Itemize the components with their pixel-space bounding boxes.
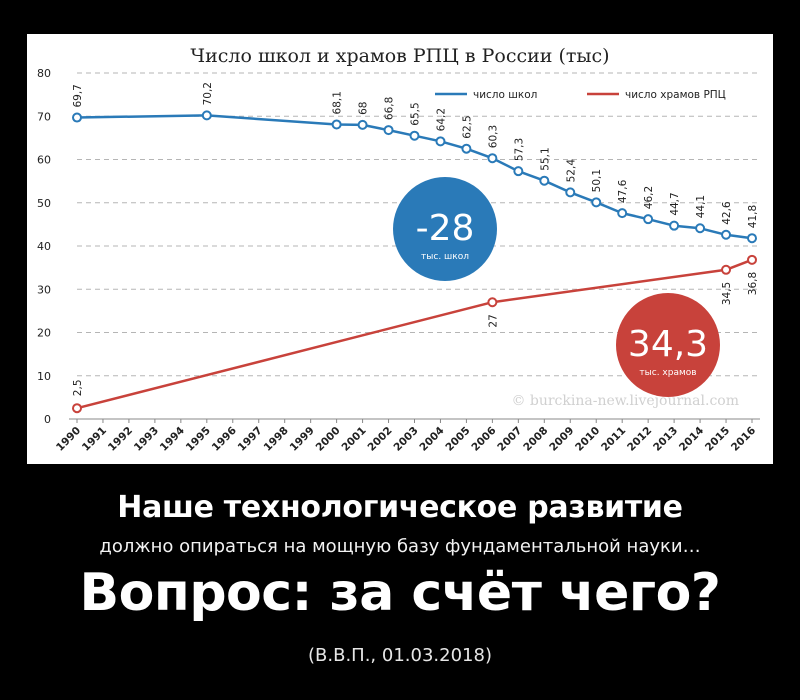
data-point <box>487 153 498 164</box>
data-label: 57,3 <box>513 138 525 161</box>
x-tick-label: 1996 <box>210 425 239 454</box>
data-label: 68,1 <box>332 91 344 114</box>
x-tick-label: 1991 <box>80 425 109 454</box>
caption-question: Вопрос: за счёт чего? <box>79 563 721 623</box>
data-label: 42,6 <box>721 201 733 225</box>
data-point <box>539 175 550 186</box>
watermark-text: © burckina-new.livejournal.com <box>511 393 739 409</box>
annotation-value: -28 <box>416 208 475 249</box>
x-tick-label: 2016 <box>729 425 758 454</box>
data-label: 47,6 <box>617 179 629 203</box>
data-label: 70,2 <box>202 82 214 105</box>
data-point <box>721 229 732 240</box>
data-label: 34,5 <box>721 282 733 305</box>
x-tick-label: 1998 <box>262 425 291 454</box>
y-tick-label: 30 <box>37 283 51 296</box>
chart-panel: Число школ и храмов РПЦ в России (тыс) 0 1… <box>27 34 773 464</box>
legend-label: число школ <box>473 89 537 101</box>
data-label: 66,8 <box>384 97 396 120</box>
data-point <box>461 143 472 154</box>
x-tick-label: 1993 <box>132 425 161 454</box>
x-tick-label: 2014 <box>677 425 706 454</box>
y-tick-label: 0 <box>44 413 51 426</box>
data-label: 62,5 <box>461 115 473 138</box>
y-tick-label: 60 <box>37 154 51 167</box>
y-tick-label: 80 <box>37 67 51 80</box>
caption-subline: должно опираться на мощную базу фундамен… <box>99 536 701 557</box>
x-tick-label: 1997 <box>236 425 265 454</box>
annotation-circle <box>616 293 720 397</box>
line-chart: Число школ и храмов РПЦ в России (тыс)01… <box>37 45 760 454</box>
y-tick-label: 70 <box>37 110 51 123</box>
x-tick-label: 1990 <box>54 425 83 454</box>
x-tick-label: 2015 <box>703 425 732 454</box>
data-label: 64,2 <box>435 108 447 131</box>
x-tick-label: 2008 <box>521 425 550 454</box>
data-label: 36,8 <box>747 272 759 295</box>
y-tick-label: 20 <box>37 327 51 340</box>
data-point <box>747 233 757 244</box>
x-tick-label: 2010 <box>573 425 602 454</box>
caption-headline: Наше технологическое развитие <box>117 490 683 525</box>
x-tick-label: 2005 <box>443 425 472 454</box>
x-tick-label: 2002 <box>366 425 395 454</box>
x-tick-label: 2004 <box>417 425 446 454</box>
data-point <box>669 220 680 231</box>
x-tick-label: 2000 <box>314 425 343 454</box>
data-label: 55,1 <box>539 147 551 170</box>
data-label: 44,1 <box>695 195 707 218</box>
y-tick-label: 50 <box>37 197 51 210</box>
data-point <box>747 254 757 265</box>
data-label: 27 <box>487 314 499 327</box>
data-point <box>565 187 576 198</box>
x-tick-label: 2009 <box>547 425 576 454</box>
y-tick-label: 10 <box>37 370 51 383</box>
data-label: 68 <box>358 102 370 115</box>
annotation-sub: тыс. школ <box>421 252 469 262</box>
legend-label: число храмов РПЦ <box>625 89 726 101</box>
data-point <box>617 208 628 219</box>
x-tick-label: 1995 <box>184 425 213 454</box>
data-point <box>72 403 82 414</box>
series-line-churches <box>76 258 753 410</box>
data-point <box>695 223 706 234</box>
x-tick-label: 2012 <box>625 425 654 454</box>
data-point <box>331 119 342 130</box>
x-tick-label: 1999 <box>288 425 317 454</box>
data-label: 41,8 <box>747 205 759 228</box>
data-label: 65,5 <box>410 102 422 125</box>
data-point <box>201 110 212 121</box>
annotation-circle <box>393 177 497 281</box>
data-point <box>357 119 368 130</box>
data-point <box>513 166 524 177</box>
chart-title: Число школ и храмов РПЦ в России (тыс) <box>190 45 609 67</box>
data-label: 69,7 <box>72 84 84 107</box>
data-point <box>643 214 654 225</box>
data-point <box>435 136 446 147</box>
y-tick-label: 40 <box>37 240 51 253</box>
caption-attribution: (В.В.П., 01.03.2018) <box>308 645 492 666</box>
data-label: 60,3 <box>487 125 499 148</box>
x-tick-label: 2007 <box>495 425 524 454</box>
x-tick-label: 2001 <box>340 425 369 454</box>
x-tick-label: 1994 <box>158 425 187 454</box>
annotation-sub: тыс. храмов <box>639 368 696 378</box>
data-point <box>721 264 732 275</box>
x-tick-label: 2006 <box>469 425 498 454</box>
data-point <box>487 297 498 308</box>
annotation-value: 34,3 <box>628 324 708 365</box>
data-label: 46,2 <box>643 186 655 209</box>
x-tick-label: 2011 <box>599 425 628 454</box>
data-label: 52,4 <box>565 159 577 183</box>
data-point <box>591 197 602 208</box>
data-label: 50,1 <box>591 169 603 192</box>
data-point <box>409 130 420 141</box>
x-tick-label: 2013 <box>651 425 680 454</box>
data-label: 44,7 <box>669 192 681 215</box>
data-point <box>72 112 82 123</box>
x-tick-label: 2003 <box>391 425 420 454</box>
x-tick-label: 1992 <box>106 425 135 454</box>
data-label: 2,5 <box>72 379 84 396</box>
data-point <box>383 125 394 136</box>
